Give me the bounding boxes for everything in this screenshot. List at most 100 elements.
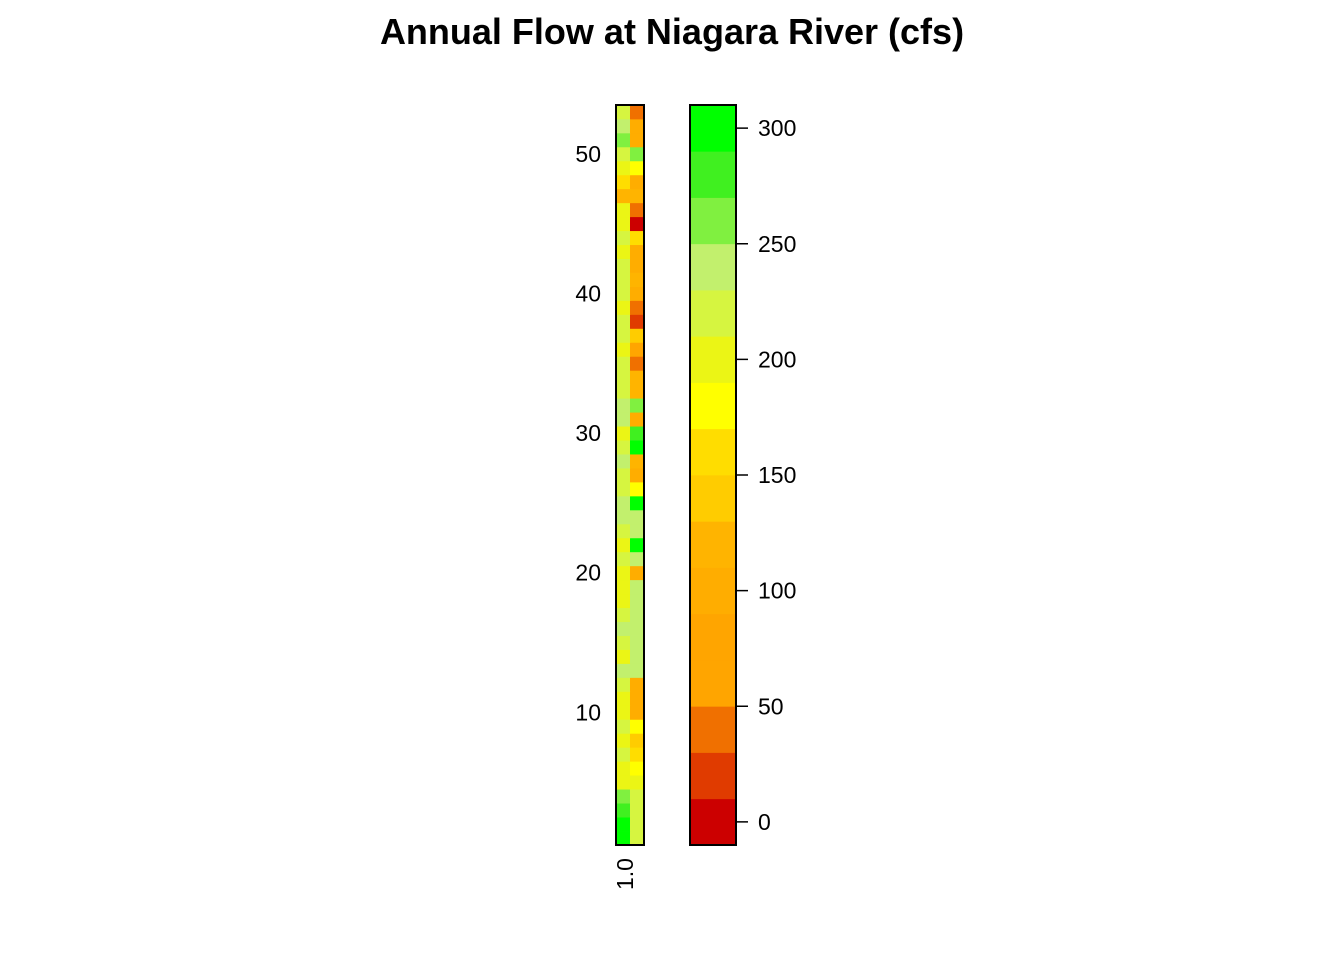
heatmap-cell bbox=[616, 314, 631, 329]
legend-swatch bbox=[690, 798, 736, 846]
heatmap-cell bbox=[616, 426, 631, 441]
y-tick-label: 40 bbox=[575, 280, 601, 306]
legend-swatch bbox=[690, 151, 736, 198]
heatmap-cell bbox=[616, 677, 631, 692]
legend-swatch bbox=[690, 243, 736, 291]
heatmap-cell bbox=[616, 635, 631, 650]
heatmap-cell bbox=[630, 481, 645, 497]
heatmap-cell bbox=[630, 272, 645, 287]
legend-swatch bbox=[690, 105, 736, 152]
heatmap-cell bbox=[616, 761, 631, 776]
x-axis: 1.0 bbox=[612, 858, 638, 890]
heatmap-cell bbox=[630, 789, 645, 804]
heatmap-cell bbox=[616, 244, 631, 259]
heatmap-cell bbox=[616, 272, 631, 287]
heatmap-cell bbox=[630, 118, 645, 134]
heatmap-cell bbox=[616, 817, 631, 832]
heatmap-cell bbox=[616, 300, 631, 315]
heatmap-cell bbox=[630, 258, 645, 273]
heatmap-cell bbox=[616, 132, 631, 148]
heatmap-cell bbox=[616, 831, 631, 846]
heatmap-cell bbox=[616, 565, 631, 581]
y-axis: 10 20 30 40 50 bbox=[575, 141, 601, 725]
heatmap-cell bbox=[616, 789, 631, 804]
heatmap-cell bbox=[630, 342, 645, 357]
legend-tick-label: 100 bbox=[758, 578, 796, 604]
heatmap-cell bbox=[630, 370, 645, 385]
legend-swatch bbox=[690, 752, 736, 800]
heatmap-cell bbox=[630, 621, 645, 636]
heatmap-cell bbox=[616, 328, 631, 343]
heatmap-cell bbox=[630, 230, 645, 246]
heatmap-cell bbox=[630, 468, 645, 483]
heatmap-cell bbox=[630, 677, 645, 692]
heatmap-cell bbox=[616, 775, 631, 790]
heatmap-cell bbox=[616, 803, 631, 818]
legend-swatch bbox=[690, 290, 736, 337]
heatmap-cell bbox=[630, 803, 645, 818]
heatmap-cell bbox=[616, 202, 631, 218]
heatmap-cell bbox=[616, 188, 631, 204]
x-tick-label: 1.0 bbox=[612, 858, 638, 890]
heatmap-cell bbox=[630, 523, 645, 539]
heatmap-cell bbox=[630, 216, 645, 232]
heatmap-cell bbox=[630, 244, 645, 259]
heatmap-cell bbox=[630, 160, 645, 176]
heatmap-cell bbox=[630, 705, 645, 720]
color-legend bbox=[690, 105, 736, 846]
heatmap-cell bbox=[616, 607, 631, 623]
heatmap-cell bbox=[616, 258, 631, 273]
y-tick-label: 10 bbox=[575, 699, 601, 725]
chart-title: Annual Flow at Niagara River (cfs) bbox=[380, 11, 964, 52]
y-tick-label: 30 bbox=[575, 420, 601, 446]
heatmap-cell bbox=[630, 551, 645, 567]
heatmap-grid bbox=[616, 105, 645, 846]
heatmap-cell bbox=[616, 468, 631, 483]
heatmap-cell bbox=[630, 607, 645, 623]
legend-swatch bbox=[690, 706, 736, 753]
heatmap-cell bbox=[630, 398, 645, 413]
heatmap-cell bbox=[630, 356, 645, 371]
heatmap-cell bbox=[630, 495, 645, 511]
heatmap-cell bbox=[630, 174, 645, 190]
heatmap-cell bbox=[630, 579, 645, 595]
heatmap-cell bbox=[630, 286, 645, 301]
heatmap-cell bbox=[616, 719, 631, 734]
heatmap-cell bbox=[616, 146, 631, 162]
legend-tick-label: 0 bbox=[758, 809, 771, 835]
heatmap-cell bbox=[630, 202, 645, 218]
heatmap-cell bbox=[630, 188, 645, 204]
heatmap-cell bbox=[630, 132, 645, 148]
heatmap-cell bbox=[630, 817, 645, 832]
heatmap-cell bbox=[616, 691, 631, 706]
heatmap-cell bbox=[616, 230, 631, 246]
legend-axis: 0 50 100 150 200 250 300 bbox=[736, 115, 796, 835]
heatmap-cell bbox=[630, 426, 645, 441]
heatmap-cell bbox=[630, 691, 645, 706]
heatmap-cell bbox=[630, 663, 645, 678]
heatmap-cell bbox=[630, 440, 645, 455]
heatmap-cell bbox=[630, 831, 645, 846]
heatmap-cell bbox=[616, 509, 631, 525]
legend-swatch bbox=[690, 475, 736, 522]
heatmap-cell bbox=[616, 286, 631, 301]
heatmap-cell bbox=[630, 747, 645, 762]
legend-swatch bbox=[690, 660, 736, 707]
heatmap-cell bbox=[616, 342, 631, 357]
legend-swatch bbox=[690, 567, 736, 615]
heatmap-cell bbox=[616, 705, 631, 720]
legend-swatch bbox=[690, 613, 736, 661]
heatmap-cell bbox=[616, 621, 631, 636]
heatmap-frame bbox=[615, 104, 645, 846]
heatmap-cell bbox=[630, 328, 645, 343]
heatmap-cell bbox=[616, 216, 631, 232]
heatmap-cell bbox=[616, 593, 631, 609]
heatmap-cell bbox=[616, 356, 631, 371]
heatmap-cell bbox=[616, 663, 631, 678]
legend-tick-label: 50 bbox=[758, 693, 784, 719]
heatmap-cell bbox=[616, 551, 631, 567]
heatmap-cell bbox=[630, 775, 645, 790]
heatmap-cell bbox=[630, 565, 645, 581]
heatmap-cell bbox=[616, 537, 631, 553]
